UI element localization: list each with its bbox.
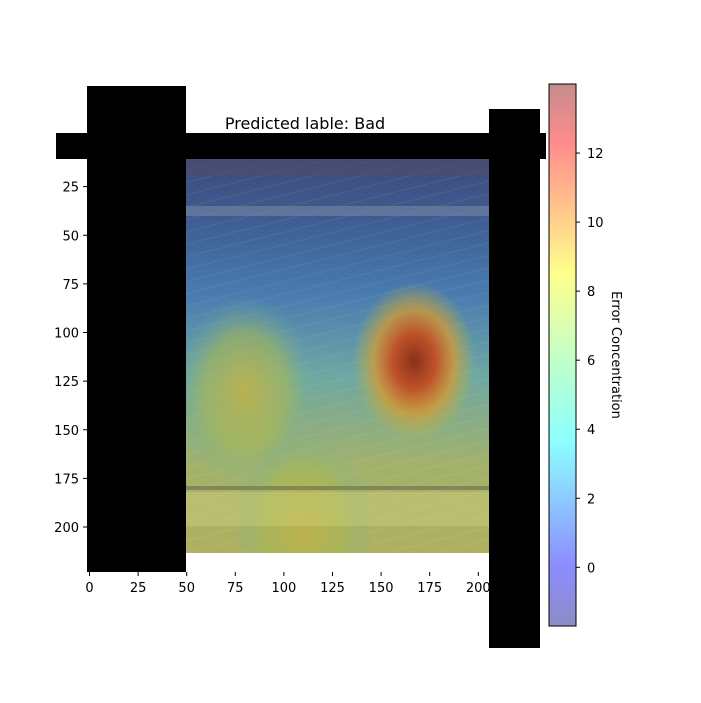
colorbar-tick-label: 0 bbox=[587, 561, 595, 576]
hotspot-layer bbox=[186, 281, 477, 553]
y-tick-label: 125 bbox=[54, 375, 79, 390]
x-tick-label: 150 bbox=[369, 581, 394, 596]
y-tick-label: 100 bbox=[54, 327, 79, 342]
colorbar-tick-label: 2 bbox=[587, 492, 595, 507]
colorbar-frame bbox=[548, 83, 577, 627]
colorbar-tick-label: 4 bbox=[587, 423, 595, 438]
colorbar-label: Error Concentration bbox=[608, 291, 623, 419]
colorbar-tick-label: 8 bbox=[587, 285, 595, 300]
redaction-left bbox=[87, 86, 186, 572]
heatmap-image bbox=[186, 158, 489, 553]
chart-title: Predicted lable: Bad bbox=[225, 114, 385, 133]
x-tick-label: 75 bbox=[227, 581, 244, 596]
x-tick-label: 100 bbox=[271, 581, 296, 596]
y-tick-label: 50 bbox=[62, 229, 79, 244]
top-band bbox=[186, 158, 489, 176]
y-tick-label: 150 bbox=[54, 424, 79, 439]
colorbar-ticks: 0 2 4 6 8 10 12 bbox=[576, 147, 604, 576]
colorbar-tick-label: 12 bbox=[587, 147, 604, 162]
x-tick-label: 175 bbox=[417, 581, 442, 596]
x-tick-label: 125 bbox=[320, 581, 345, 596]
hotspot bbox=[352, 281, 477, 442]
colorbar-tick-label: 6 bbox=[587, 354, 595, 369]
x-tick-label: 200 bbox=[466, 581, 491, 596]
y-tick-label: 25 bbox=[62, 181, 79, 196]
y-tick-label: 175 bbox=[54, 472, 79, 487]
colorbar-gradient bbox=[549, 84, 576, 626]
x-axis: 0 25 50 75 100 125 150 175 200 bbox=[85, 572, 491, 596]
x-tick-label: 25 bbox=[130, 581, 147, 596]
y-tick-label: 75 bbox=[62, 278, 79, 293]
lower-edge bbox=[186, 486, 489, 490]
x-tick-label: 50 bbox=[178, 581, 195, 596]
colorbar-tick-label: 10 bbox=[587, 216, 604, 231]
redaction-top bbox=[56, 133, 546, 159]
lower-band bbox=[186, 492, 489, 526]
y-axis: 25 50 75 100 125 150 175 200 bbox=[54, 181, 87, 536]
colorbar: 0 2 4 6 8 10 12 Error Concentration bbox=[548, 83, 623, 627]
hotspot bbox=[233, 432, 374, 553]
upper-streak bbox=[186, 206, 489, 216]
redaction-right bbox=[489, 109, 540, 648]
y-tick-label: 200 bbox=[54, 521, 79, 536]
x-tick-label: 0 bbox=[85, 581, 93, 596]
